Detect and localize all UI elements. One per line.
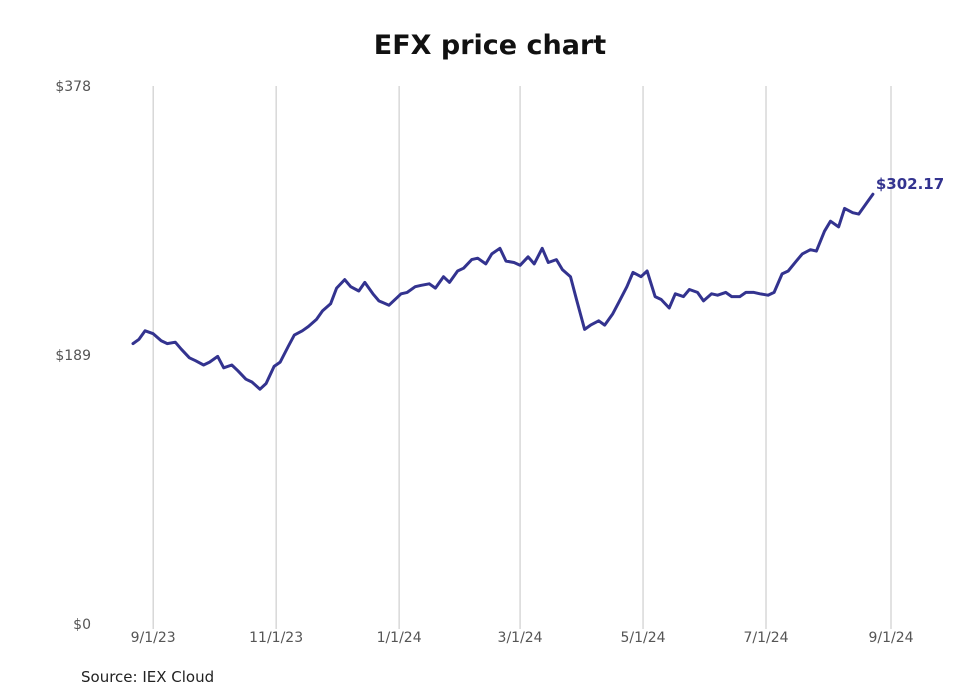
x-tick-label-3: 3/1/24	[498, 630, 543, 646]
x-axis-ticks: 9/1/23 11/1/23 1/1/24 3/1/24 5/1/24 7/1/24 9/1…	[131, 624, 914, 646]
source-note: Source: IEX Cloud	[81, 668, 215, 686]
x-tick-label-1: 11/1/23	[249, 630, 303, 646]
x-tick-label-5: 7/1/24	[743, 630, 788, 646]
x-tick-label-4: 5/1/24	[621, 630, 666, 646]
gridlines	[152, 86, 892, 624]
last-value-annotation: $302.17	[876, 175, 944, 193]
chart-title: EFX price chart	[373, 30, 607, 61]
last-value-label: $302.17	[876, 175, 944, 193]
x-tick-label-0: 9/1/23	[131, 630, 176, 646]
x-tick-label-2: 1/1/24	[377, 630, 422, 646]
y-tick-label-0: $0	[73, 617, 91, 633]
price-series	[131, 192, 875, 391]
y-axis-ticks: $0 $189 $378	[55, 79, 91, 633]
y-tick-label-1: $189	[55, 348, 91, 364]
y-tick-label-2: $378	[55, 79, 91, 95]
price-line	[131, 192, 875, 391]
x-tick-label-6: 9/1/24	[868, 630, 913, 646]
